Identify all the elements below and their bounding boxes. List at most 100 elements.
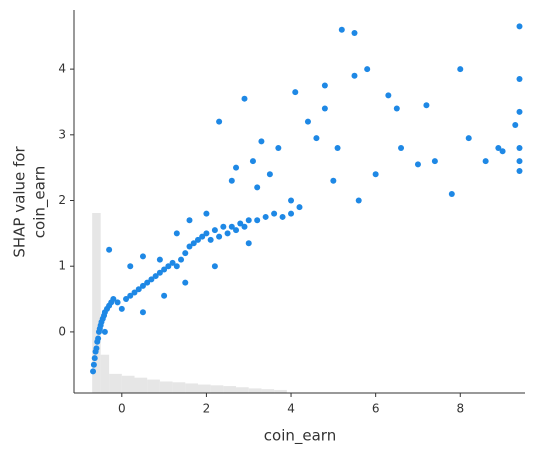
histogram-bar — [223, 386, 237, 393]
x-tick-label: 8 — [456, 402, 464, 416]
point — [372, 171, 379, 178]
point — [220, 223, 227, 230]
histogram-bar — [210, 385, 224, 393]
point — [169, 259, 176, 266]
histogram-bar — [92, 212, 101, 393]
point — [199, 233, 206, 240]
histogram-bar — [121, 375, 135, 393]
point — [292, 89, 299, 96]
y-tick-label: 2 — [58, 193, 66, 207]
point — [110, 296, 117, 303]
point — [516, 158, 523, 165]
histogram-bar — [185, 383, 198, 393]
point — [190, 240, 197, 247]
histogram-bar — [236, 387, 249, 393]
point — [499, 148, 506, 155]
point — [364, 66, 371, 73]
point — [228, 177, 235, 184]
point — [224, 230, 231, 237]
point — [237, 220, 244, 227]
point — [254, 184, 261, 191]
point — [241, 223, 248, 230]
point — [123, 296, 130, 303]
point — [173, 230, 180, 237]
point — [148, 276, 155, 283]
point — [194, 236, 201, 243]
point — [457, 66, 464, 73]
x-tick-label: 2 — [203, 402, 211, 416]
point — [398, 144, 405, 151]
point — [296, 204, 303, 211]
point — [186, 243, 193, 250]
point — [266, 171, 273, 178]
point — [203, 230, 210, 237]
x-axis-label: coin_earn — [264, 427, 336, 446]
point — [313, 135, 320, 142]
point — [139, 253, 146, 260]
point — [211, 263, 218, 270]
histogram-bar — [248, 388, 262, 393]
point — [351, 29, 358, 36]
point — [156, 269, 163, 276]
point — [288, 197, 295, 204]
point — [101, 328, 108, 335]
point — [321, 82, 328, 89]
point — [482, 158, 489, 165]
point — [516, 167, 523, 174]
point — [254, 217, 261, 224]
point — [271, 210, 278, 217]
point — [228, 223, 235, 230]
point — [288, 210, 295, 217]
point — [152, 273, 159, 280]
point — [173, 263, 180, 270]
point — [186, 217, 193, 224]
point — [178, 256, 185, 263]
x-tick-label: 6 — [372, 402, 380, 416]
point — [161, 266, 168, 273]
histogram-bar — [100, 354, 110, 393]
point — [106, 246, 113, 253]
point — [334, 144, 341, 151]
point — [512, 121, 519, 128]
histogram-bar — [159, 381, 173, 393]
y-axis-label: SHAP value for — [11, 146, 29, 258]
point — [144, 279, 151, 286]
point — [127, 263, 134, 270]
y-axis-label: coin_earn — [31, 166, 50, 238]
point — [495, 144, 502, 151]
y-tick-label: 0 — [58, 324, 66, 338]
histogram-bar — [274, 389, 287, 393]
point — [330, 177, 337, 184]
point — [233, 227, 240, 234]
point — [448, 190, 455, 197]
histogram-bar — [261, 389, 275, 393]
point — [465, 135, 472, 142]
point — [338, 26, 345, 33]
point — [423, 102, 430, 109]
point — [516, 23, 523, 30]
point — [91, 355, 98, 362]
point — [262, 213, 269, 220]
point — [114, 299, 121, 306]
y-tick-label: 1 — [58, 259, 66, 273]
point — [90, 361, 97, 368]
y-tick-label: 3 — [58, 127, 66, 141]
point — [385, 92, 392, 99]
point — [161, 292, 168, 299]
point — [516, 144, 523, 151]
histogram-bar — [134, 377, 148, 393]
point — [139, 309, 146, 316]
point — [516, 75, 523, 82]
point — [127, 292, 134, 299]
point — [516, 108, 523, 115]
point — [203, 210, 210, 217]
point — [249, 158, 256, 165]
point — [241, 95, 248, 102]
point — [216, 118, 223, 125]
point — [431, 158, 438, 165]
point — [118, 305, 125, 312]
point — [156, 256, 163, 263]
point — [304, 118, 311, 125]
y-tick-label: 4 — [58, 62, 66, 76]
